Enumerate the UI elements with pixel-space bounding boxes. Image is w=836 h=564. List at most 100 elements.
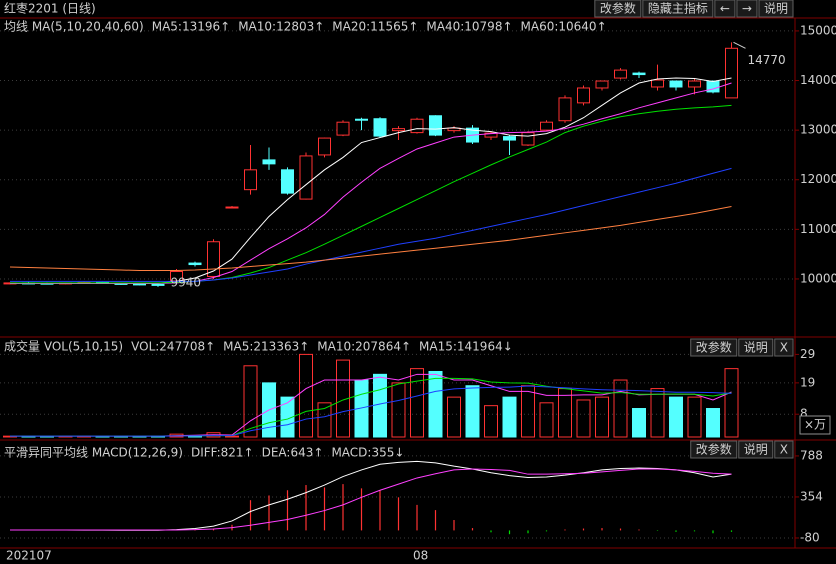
button[interactable] (774, 440, 794, 459)
volume-bar (373, 373, 387, 438)
y-tick-label: 788 (800, 448, 823, 462)
legend-entry: MA40:10798↑ (426, 20, 512, 34)
button-label[interactable]: 说明 (744, 442, 768, 457)
volume-bar (613, 379, 628, 438)
candle-body (725, 47, 738, 99)
instrument-title: 红枣2201 (日线) (4, 1, 96, 16)
volume-bar (391, 382, 406, 438)
candle-body (429, 115, 442, 136)
legend-entry: MA10:207864↑ (317, 340, 411, 354)
legend-entry: MA5:13196↑ (152, 20, 230, 34)
candle-body (410, 118, 424, 134)
annotation-leader (733, 41, 746, 49)
y-tick-label: 14000 (800, 73, 836, 87)
panel-title: 均线 MA(5,10,20,40,60) (4, 20, 144, 34)
button[interactable] (714, 0, 736, 18)
y-tick-label: 13000 (800, 123, 836, 137)
ma-line (10, 468, 732, 531)
ma-line (10, 167, 732, 282)
y-tick-label: 29 (800, 347, 815, 361)
legend-entry: MA20:11565↑ (332, 20, 418, 34)
volume-bar (447, 396, 461, 438)
y-tick-label: 354 (800, 489, 823, 503)
candle-body (540, 121, 553, 131)
volume-bar (669, 396, 683, 438)
candle-body (225, 206, 239, 209)
legend-entry: VOL:247708↑ (131, 340, 215, 354)
volume-bar (502, 396, 517, 438)
button[interactable] (642, 0, 714, 18)
candle-body (669, 80, 683, 88)
volume-bar (539, 402, 554, 438)
button-label[interactable]: X (780, 443, 788, 457)
y-tick-label: 19 (800, 375, 815, 389)
candle-body (632, 72, 646, 76)
panel-title: 平滑异同平均线 MACD(12,26,9) (4, 446, 183, 460)
volume-bar (706, 408, 720, 438)
button[interactable] (736, 0, 758, 18)
button-label[interactable]: X (780, 341, 788, 355)
button[interactable] (738, 338, 774, 357)
legend-entry: MA10:12803↑ (238, 20, 324, 34)
button-label[interactable]: 隐藏主指标 (648, 1, 708, 16)
volume-bar (317, 402, 332, 438)
candle-body (651, 79, 664, 88)
button-label[interactable]: ← (720, 2, 730, 16)
volume-bar (225, 435, 239, 438)
button[interactable] (738, 440, 774, 459)
y-tick-label: 8 (800, 407, 808, 421)
x-tick-label: 202107 (6, 549, 52, 563)
button-label[interactable]: → (742, 2, 752, 16)
candle-body (595, 80, 609, 89)
volume-bar (299, 353, 313, 438)
candle-body (392, 128, 405, 132)
candle-body (281, 169, 294, 194)
candle-body (151, 283, 165, 286)
button-label[interactable]: 改参数 (696, 340, 732, 355)
candle-body (614, 69, 627, 79)
volume-bar (336, 359, 350, 438)
legend-entry: DEA:643↑ (262, 446, 324, 460)
legend-entry: DIFF:821↑ (191, 446, 254, 460)
button-label[interactable]: 改参数 (600, 1, 636, 16)
volume-bar (428, 370, 443, 438)
volume-bar (650, 388, 665, 438)
volume-bar (484, 405, 498, 438)
button-label[interactable]: 说明 (764, 1, 788, 16)
button[interactable] (758, 0, 794, 18)
legend-entry: MA60:10640↑ (521, 20, 607, 34)
legend-entry: MA15:141964↓ (419, 340, 513, 354)
volume-bar (410, 368, 424, 438)
button[interactable] (690, 440, 738, 459)
candle-body (133, 283, 146, 286)
candle-body (688, 80, 701, 88)
y-tick-label: -80 (800, 530, 820, 544)
ma-line (10, 104, 732, 284)
button[interactable] (774, 338, 794, 357)
button-label[interactable]: 改参数 (696, 442, 732, 457)
high-label: 14770 (748, 53, 786, 67)
y-tick-label: 12000 (800, 172, 836, 186)
volume-bar (465, 385, 480, 438)
low-label: 9940 (171, 275, 202, 289)
y-tick-label: 15000 (800, 23, 836, 37)
candle-body (355, 118, 368, 121)
button-label[interactable]: 说明 (744, 340, 768, 355)
candle-body (207, 241, 220, 277)
button[interactable] (594, 0, 642, 18)
ma-line (10, 385, 732, 437)
candle-body (336, 121, 350, 136)
candle-body (521, 132, 535, 146)
panel-title: 成交量 VOL(5,10,15) (4, 339, 123, 354)
y-tick-label: 10000 (800, 271, 836, 285)
legend-entry: MACD:355↓ (331, 446, 404, 460)
volume-bar (243, 365, 258, 438)
candle-body (299, 155, 313, 200)
candle-body (318, 137, 331, 156)
button[interactable] (690, 338, 738, 357)
unit-box (799, 415, 831, 435)
x-tick-label: 08 (413, 549, 428, 563)
candle-body (244, 169, 257, 191)
volume-bar (724, 368, 739, 438)
